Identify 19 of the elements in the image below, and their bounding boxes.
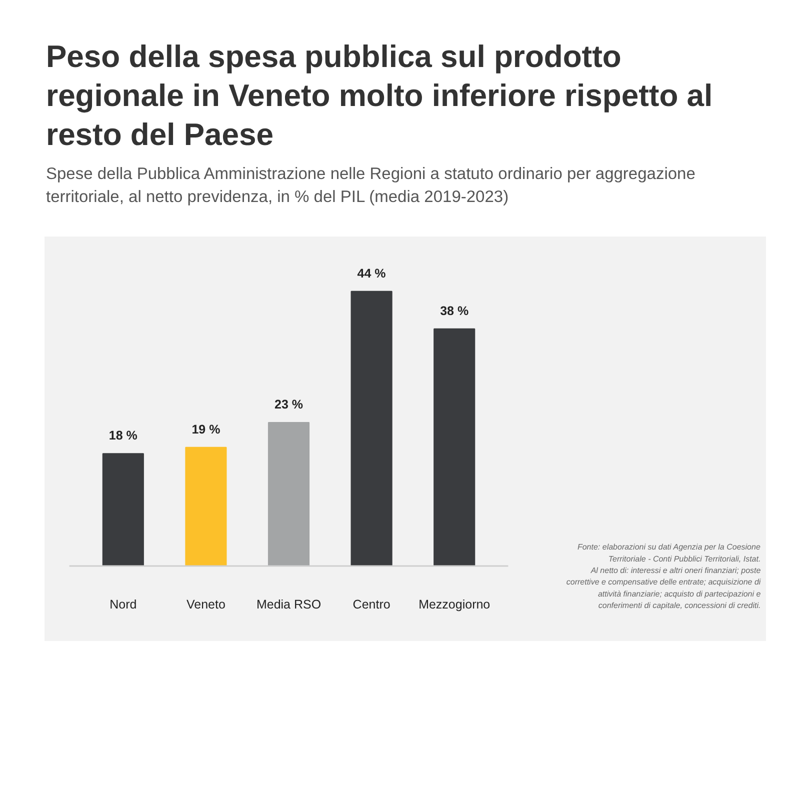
bar [350,291,392,567]
x-tick-label: Centro [352,598,390,612]
data-label: 44 % [357,266,386,281]
x-tick-label: Mezzogiorno [418,598,490,612]
chart-subtitle: Spese della Pubblica Amministrazione nelle Regioni a statuto ordinario per aggregazione territoriale, al netto previdenza, in % del PIL (media 2019-2023) [46,164,696,208]
data-label: 19 % [192,422,220,437]
source-note: Fonte: elaborazioni su dati Agenzia per la Coesione Territoriale - Conti Pubblici Territoriali, Istat. [577,543,761,564]
chart-title: Peso della spesa pubblica sul prodotto regionale in Veneto molto inferiore rispetto al resto del Paese [46,38,714,154]
bar [185,447,227,567]
data-label: 18 % [108,429,138,444]
text: Al netto di: interessi e altri oneri finanziari; poste correttive e compensative delle entrate; acquisizione di attività finanziarie; acquisto di partecipazioni e conferimenti di capitale, concessioni di crediti. [566,566,762,611]
data-label: 38 % [440,304,469,318]
x-tick-label: Nord [110,598,137,612]
bar [102,454,144,567]
bar [434,328,476,567]
bar [268,422,310,567]
x-tick-label: Veneto [186,598,226,612]
data-label: 23 % [274,398,304,412]
x-tick-label: Media RSO [256,598,322,612]
